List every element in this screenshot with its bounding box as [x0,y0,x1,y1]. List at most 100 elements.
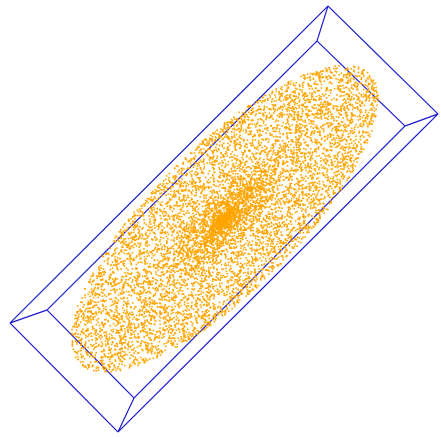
point [167,321,170,323]
point [269,177,272,180]
point [254,156,256,159]
point [179,185,182,188]
point [268,237,270,240]
point [251,141,254,144]
point [211,189,214,192]
point [330,117,333,120]
point [168,337,171,340]
point [340,176,343,178]
point [263,128,266,130]
point [208,235,211,238]
point [151,250,153,252]
point [343,175,345,178]
point [339,137,342,140]
point [268,215,271,218]
point [178,339,181,342]
point [124,272,126,274]
point [187,202,190,204]
point [139,257,141,260]
point [316,198,318,201]
point [75,323,78,326]
point [163,253,165,256]
point [300,127,302,129]
point [256,229,259,231]
point [203,217,205,220]
point [177,255,179,258]
point [261,274,263,276]
point [184,309,187,311]
point [297,160,300,162]
point [109,360,111,363]
point [155,286,158,289]
point [118,318,121,321]
point [175,200,178,203]
point [199,223,201,226]
point [270,208,272,210]
point [87,329,90,332]
point [193,331,196,334]
point [254,134,256,137]
point [238,220,241,222]
point [239,275,242,278]
point [214,314,217,316]
point [330,122,332,124]
point [166,221,169,224]
point [274,152,276,154]
point [246,259,249,262]
point [354,165,357,167]
point [310,215,313,217]
point [252,289,254,291]
point [92,290,94,292]
point [134,306,136,308]
point [203,258,206,260]
point [272,257,275,259]
point [253,146,256,148]
point [140,253,143,256]
point [204,176,207,179]
point [70,332,73,335]
point [244,183,247,186]
point [319,103,322,106]
point [195,202,197,204]
point [347,93,349,95]
point [120,341,122,344]
point [331,164,333,166]
point [187,238,189,240]
point [298,92,300,95]
point [251,192,254,195]
point [179,218,182,221]
point [371,109,373,111]
point [246,185,249,188]
point [107,294,110,296]
point [185,305,187,308]
point [203,183,205,185]
point [293,196,295,199]
point [255,201,257,203]
point [182,210,185,212]
point [204,224,206,227]
point [346,111,348,114]
point [250,133,252,136]
point [256,278,258,280]
point [237,196,239,199]
point [149,251,151,253]
point [258,112,260,114]
point [163,227,165,229]
point [245,219,248,221]
point [140,283,142,285]
point [295,149,298,151]
point [266,155,269,158]
point [222,184,225,186]
point [220,232,222,235]
point [345,82,347,84]
point [162,210,164,213]
point [290,240,293,243]
point [254,269,256,272]
point [151,302,154,305]
point [298,181,300,184]
point [373,93,375,95]
point [364,100,367,102]
point [71,328,73,331]
